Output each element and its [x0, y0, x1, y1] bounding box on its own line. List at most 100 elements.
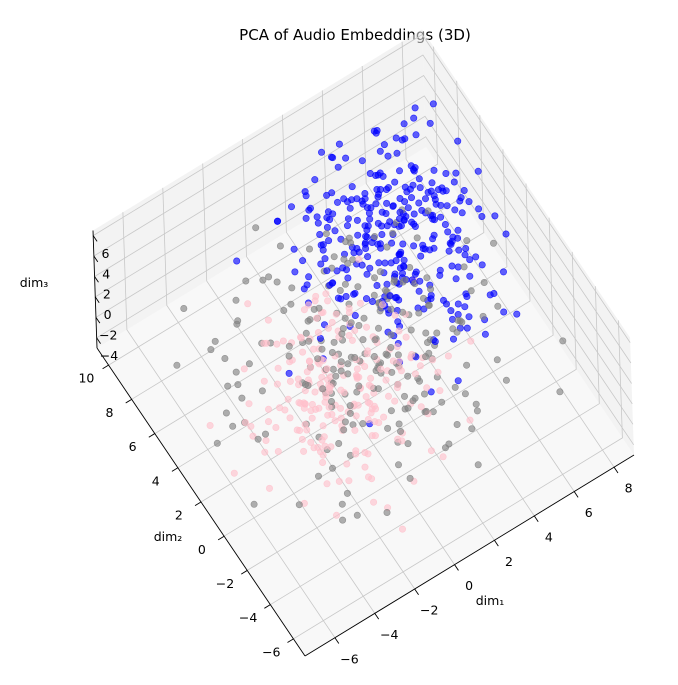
x-tick-mark: [374, 613, 380, 620]
data-point: [279, 337, 287, 345]
data-point: [371, 418, 379, 426]
data-point: [321, 442, 329, 450]
data-point: [437, 213, 445, 221]
data-point: [224, 382, 232, 390]
data-point: [306, 364, 314, 372]
data-point: [301, 188, 309, 196]
data-point: [206, 421, 214, 429]
data-point: [384, 152, 392, 160]
y-tick-label: 8: [106, 405, 114, 420]
data-point: [233, 257, 241, 265]
data-point: [312, 405, 320, 413]
data-point: [427, 285, 435, 293]
data-point: [305, 206, 313, 214]
data-point: [323, 365, 331, 373]
data-point: [247, 422, 255, 430]
data-point: [343, 222, 351, 230]
data-point: [461, 303, 469, 311]
grid-line-x: [401, 41, 615, 468]
data-point: [372, 129, 380, 137]
y-tick-label: 10: [78, 371, 94, 386]
data-point: [211, 337, 219, 345]
data-point: [402, 213, 410, 221]
data-point: [419, 294, 427, 302]
y-tick-label: −4: [239, 610, 257, 625]
data-point: [340, 388, 348, 396]
z-tick-mark: [94, 296, 100, 303]
data-point: [332, 310, 340, 318]
data-point: [319, 458, 327, 466]
data-point: [274, 447, 282, 455]
data-point: [400, 392, 408, 400]
data-point: [387, 407, 395, 415]
data-point: [318, 345, 326, 353]
x-tick-label: 2: [505, 554, 513, 569]
data-point: [452, 275, 460, 283]
data-point: [368, 297, 376, 305]
data-point: [311, 176, 319, 184]
data-point: [337, 358, 345, 366]
data-point: [359, 420, 367, 428]
data-point: [335, 477, 343, 485]
data-point: [427, 187, 435, 195]
x-tick-mark: [454, 564, 459, 571]
data-point: [318, 436, 326, 444]
data-point: [384, 424, 392, 432]
x-tick-mark: [334, 637, 340, 644]
data-point: [280, 306, 288, 314]
data-point: [383, 243, 391, 251]
data-point: [354, 231, 362, 239]
data-point: [396, 427, 404, 435]
data-point: [341, 418, 349, 426]
z-tick-label: 6: [102, 246, 110, 261]
data-point: [499, 268, 507, 276]
data-point: [339, 516, 347, 524]
data-point: [286, 377, 294, 385]
data-point: [362, 295, 370, 303]
data-point: [291, 268, 299, 276]
data-point: [321, 255, 329, 263]
y-tick-label: 4: [152, 473, 160, 488]
data-point: [382, 350, 390, 358]
data-point: [341, 314, 349, 322]
data-point: [373, 281, 381, 289]
data-point: [454, 300, 462, 308]
data-point: [344, 215, 352, 223]
data-point: [448, 262, 456, 270]
data-point: [375, 259, 383, 267]
grid-line-x: [321, 90, 535, 517]
data-point: [387, 343, 395, 351]
data-point: [323, 267, 331, 275]
data-point: [332, 511, 340, 519]
data-point: [345, 308, 353, 316]
data-point: [383, 222, 391, 230]
data-point: [331, 227, 339, 235]
x-tick-label: 4: [545, 530, 553, 545]
data-point: [402, 333, 410, 341]
y-tick-label: −2: [216, 576, 234, 591]
data-point: [434, 368, 442, 376]
data-point: [415, 287, 423, 295]
data-point: [474, 461, 482, 469]
data-point: [411, 270, 419, 278]
data-point: [454, 263, 462, 271]
data-point: [274, 217, 282, 225]
data-point: [387, 331, 395, 339]
data-point: [479, 312, 487, 320]
data-point: [314, 328, 322, 336]
data-point: [351, 353, 359, 361]
data-point: [377, 365, 385, 373]
grid-line-y: [293, 320, 623, 640]
data-point: [468, 425, 476, 433]
grid-line-z: [93, 54, 632, 364]
data-point: [259, 276, 267, 284]
data-point: [353, 511, 361, 519]
data-point: [442, 187, 450, 195]
data-point: [274, 364, 282, 372]
data-point: [323, 223, 331, 231]
data-point: [559, 337, 567, 345]
data-point: [400, 120, 408, 128]
data-point: [429, 235, 437, 243]
data-point: [337, 367, 345, 375]
data-point: [242, 277, 250, 285]
